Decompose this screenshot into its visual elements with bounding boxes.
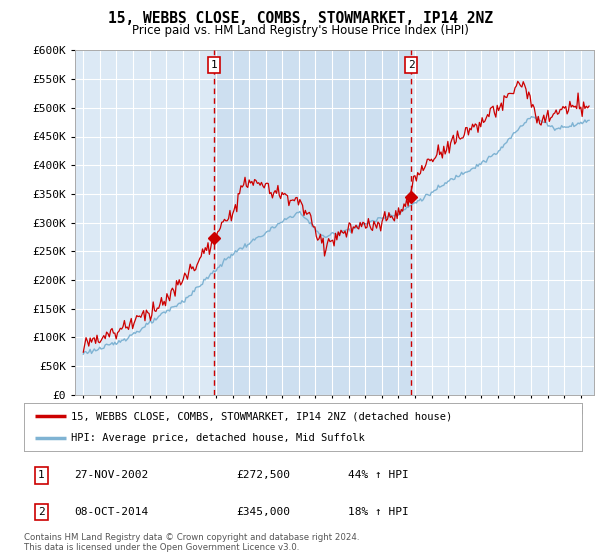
- Text: 1: 1: [211, 60, 218, 70]
- Text: 1: 1: [38, 470, 45, 480]
- Text: 2: 2: [38, 507, 45, 517]
- Text: 08-OCT-2014: 08-OCT-2014: [74, 507, 148, 517]
- Text: 44% ↑ HPI: 44% ↑ HPI: [347, 470, 409, 480]
- Text: Price paid vs. HM Land Registry's House Price Index (HPI): Price paid vs. HM Land Registry's House …: [131, 24, 469, 36]
- Text: 27-NOV-2002: 27-NOV-2002: [74, 470, 148, 480]
- Text: £272,500: £272,500: [236, 470, 290, 480]
- Text: Contains HM Land Registry data © Crown copyright and database right 2024.: Contains HM Land Registry data © Crown c…: [24, 533, 359, 542]
- Text: HPI: Average price, detached house, Mid Suffolk: HPI: Average price, detached house, Mid …: [71, 433, 365, 443]
- Bar: [214, 50, 411, 395]
- Text: This data is licensed under the Open Government Licence v3.0.: This data is licensed under the Open Gov…: [24, 543, 299, 552]
- Text: 2: 2: [408, 60, 415, 70]
- Text: 18% ↑ HPI: 18% ↑ HPI: [347, 507, 409, 517]
- Text: £345,000: £345,000: [236, 507, 290, 517]
- Text: 15, WEBBS CLOSE, COMBS, STOWMARKET, IP14 2NZ (detached house): 15, WEBBS CLOSE, COMBS, STOWMARKET, IP14…: [71, 411, 452, 421]
- Text: 15, WEBBS CLOSE, COMBS, STOWMARKET, IP14 2NZ: 15, WEBBS CLOSE, COMBS, STOWMARKET, IP14…: [107, 11, 493, 26]
